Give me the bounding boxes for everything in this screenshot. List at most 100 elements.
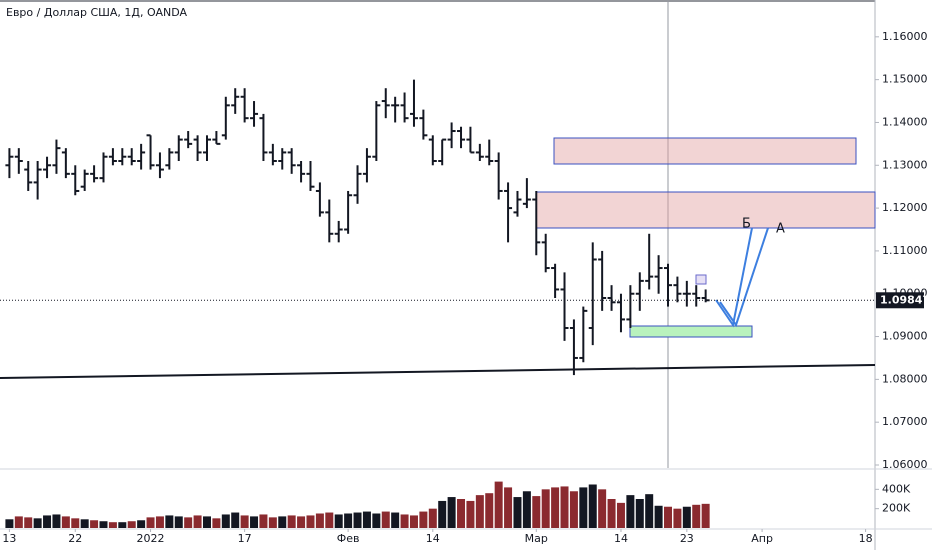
x-tick-label: 14 — [426, 532, 440, 545]
volume-bar — [438, 500, 447, 528]
x-tick-label: 14 — [614, 532, 628, 545]
volume-bar — [24, 517, 33, 528]
volume-bar — [635, 499, 644, 528]
volume-bar — [202, 516, 211, 528]
chart-title: Евро / Доллар США, 1Д, OANDA — [6, 6, 187, 19]
volume-bar — [315, 513, 324, 528]
volume-bar — [466, 500, 475, 528]
volume-bar — [287, 515, 296, 528]
volume-bar — [391, 512, 400, 528]
trend-line — [0, 364, 876, 379]
annotation: Б — [742, 217, 751, 232]
marker — [695, 274, 707, 285]
volume-bar — [522, 491, 531, 528]
volume-bar — [532, 496, 541, 528]
y-tick-label: 1.16000 — [882, 30, 928, 43]
volume-bar — [14, 516, 23, 528]
volume-bar — [52, 514, 61, 528]
volume-bar — [362, 511, 371, 528]
zone — [629, 325, 753, 338]
volume-bar — [221, 514, 230, 528]
volume-bar — [5, 519, 14, 528]
volume-bar — [155, 516, 164, 528]
volume-bar — [278, 516, 287, 528]
volume-tick-label: 200K — [882, 502, 911, 515]
volume-bar — [428, 508, 437, 528]
volume-bar — [682, 506, 691, 528]
volume-bar — [372, 513, 381, 528]
volume-bar — [419, 511, 428, 528]
volume-bar — [692, 504, 701, 528]
volume-bar — [485, 493, 494, 528]
volume-bar — [381, 511, 390, 528]
volume-bar — [108, 522, 117, 528]
x-tick-label: 13 — [2, 532, 16, 545]
volume-bar — [494, 481, 503, 528]
volume-bar — [184, 517, 193, 528]
y-tick-label: 1.12000 — [882, 201, 928, 214]
y-tick-label: 1.09000 — [882, 330, 928, 343]
x-tick-label: Апр — [751, 532, 773, 545]
volume-bar — [71, 518, 80, 528]
volume-bar — [409, 515, 418, 528]
volume-bar — [588, 484, 597, 528]
volume-bar — [231, 512, 240, 528]
volume-bar — [306, 515, 315, 528]
last-price-badge — [876, 292, 924, 309]
volume-tick-label: 400K — [882, 482, 911, 495]
volume-bar — [513, 497, 522, 528]
y-tick-label: 1.07000 — [882, 415, 928, 428]
volume-bar — [259, 514, 268, 528]
volume-bar — [654, 505, 663, 528]
volume-bar — [598, 489, 607, 528]
volume-bar — [569, 491, 578, 528]
y-tick-label: 1.13000 — [882, 158, 928, 171]
volume-bar — [645, 494, 654, 528]
volume-bar — [551, 487, 560, 528]
x-tick-label: Мар — [525, 532, 548, 545]
volume-bar — [174, 516, 183, 528]
volume-bar — [334, 514, 343, 528]
zone — [553, 137, 857, 165]
volume-bar — [673, 508, 682, 528]
annotation: А — [776, 222, 785, 237]
volume-bar — [137, 520, 146, 528]
volume-bar — [616, 502, 625, 528]
path-arrow — [715, 227, 753, 328]
volume-bar — [353, 512, 362, 528]
y-tick-label: 1.06000 — [882, 458, 928, 471]
volume-bar — [447, 497, 456, 528]
volume-bar — [579, 487, 588, 528]
x-tick-label: 23 — [680, 532, 694, 545]
volume-bar — [541, 489, 550, 528]
volume-bar — [325, 512, 334, 528]
x-tick-label: 18 — [859, 532, 873, 545]
volume-bar — [90, 520, 99, 528]
volume-bar — [560, 486, 569, 528]
volume-bar — [240, 515, 249, 528]
volume-bar — [33, 518, 42, 528]
x-tick-label: 17 — [238, 532, 252, 545]
volume-bar — [297, 516, 306, 528]
volume-bar — [212, 518, 221, 528]
volume-bar — [250, 516, 259, 528]
x-tick-label: 2022 — [137, 532, 165, 545]
volume-bar — [475, 495, 484, 528]
volume-bar — [118, 522, 127, 528]
volume-bar — [701, 503, 710, 528]
volume-bar — [268, 517, 277, 528]
volume-bar — [504, 487, 513, 528]
volume-bar — [80, 519, 89, 528]
zone — [535, 191, 876, 229]
volume-bar — [146, 517, 155, 528]
volume-bar — [43, 515, 52, 528]
volume-bar — [193, 515, 202, 528]
volume-bar — [99, 521, 108, 528]
volume-bar — [344, 513, 353, 528]
y-tick-label: 1.08000 — [882, 372, 928, 385]
y-tick-label: 1.14000 — [882, 115, 928, 128]
volume-bar — [607, 499, 616, 528]
y-tick-label: 1.15000 — [882, 73, 928, 86]
